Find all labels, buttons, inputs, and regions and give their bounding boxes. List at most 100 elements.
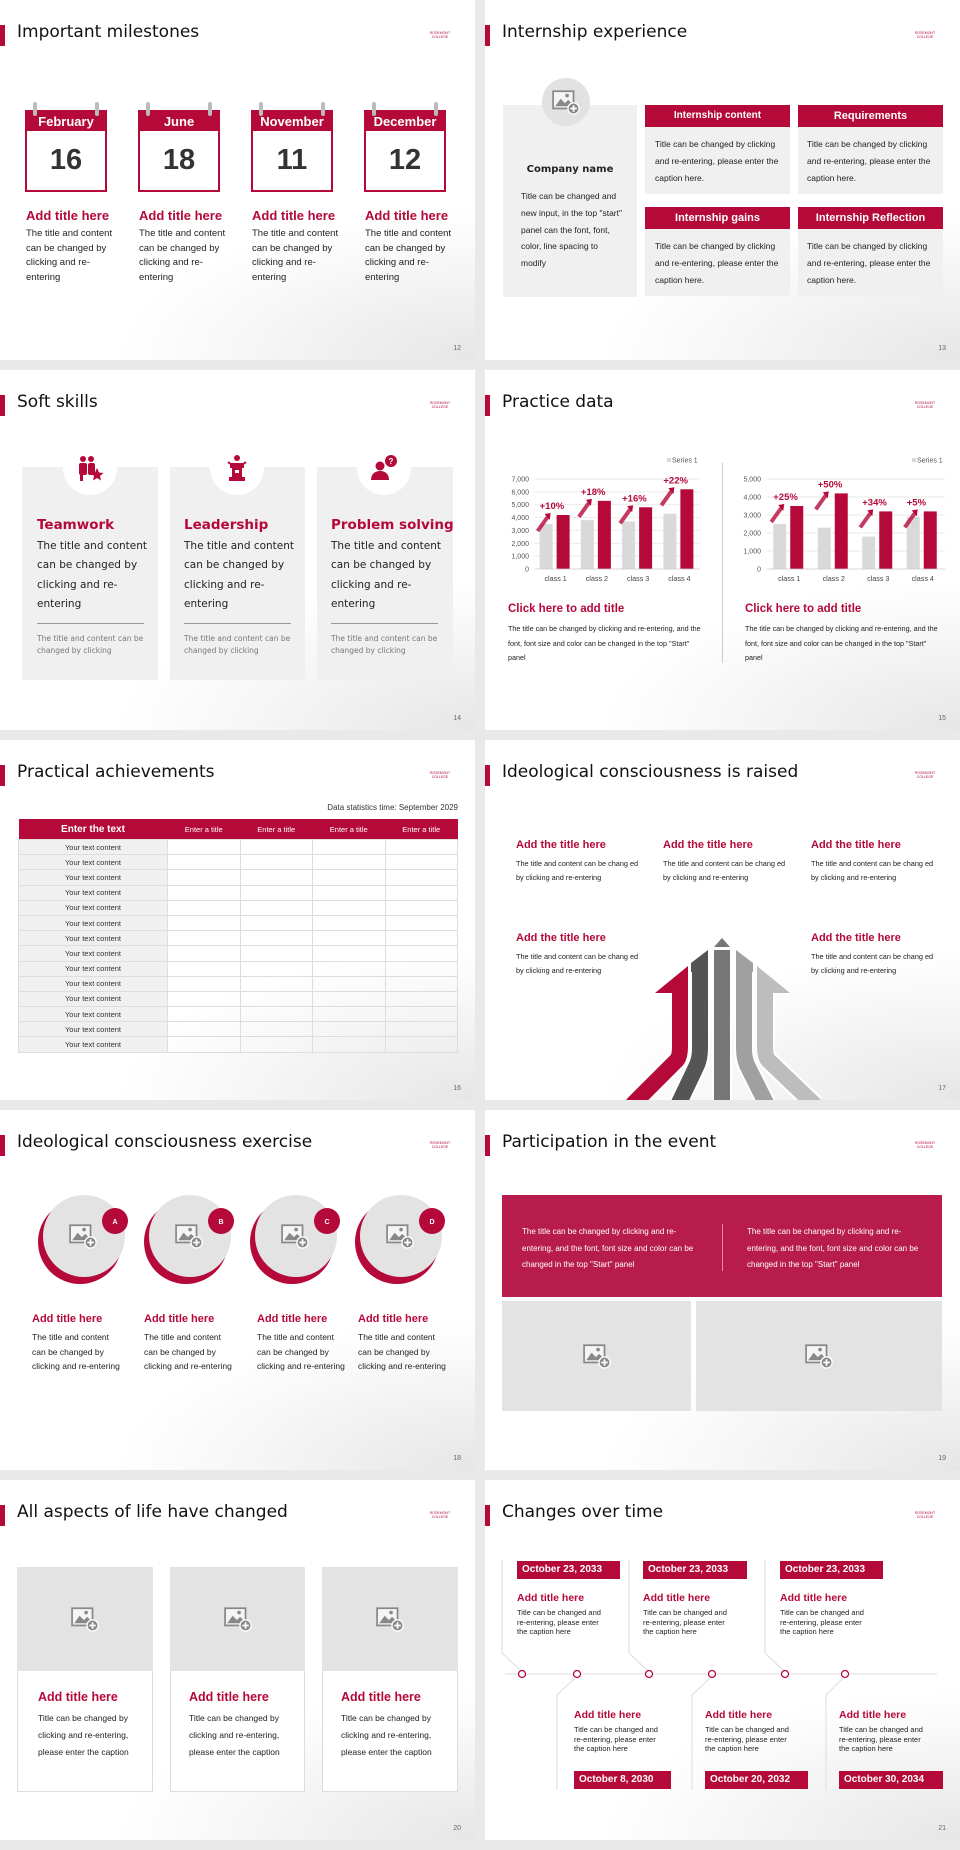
table-cell[interactable] <box>312 930 386 947</box>
slide-19[interactable]: Participation in the event ROSEMONT COLL… <box>485 1110 960 1470</box>
table-cell[interactable] <box>384 884 458 901</box>
table-cell[interactable] <box>384 1036 458 1053</box>
slide-20[interactable]: All aspects of life have changed ROSEMON… <box>0 1480 475 1840</box>
row-label[interactable]: Your text content <box>18 884 168 901</box>
row-label[interactable]: Your text content <box>18 945 168 962</box>
table-cell[interactable] <box>167 975 241 992</box>
table-cell[interactable] <box>239 869 313 886</box>
row-label[interactable]: Your text content <box>18 975 168 992</box>
row-label[interactable]: Your text content <box>18 914 168 932</box>
row-label[interactable]: Your text content <box>18 990 168 1008</box>
table-cell[interactable] <box>312 914 386 932</box>
table-cell[interactable] <box>167 1021 241 1038</box>
table-cell[interactable] <box>239 899 313 916</box>
table-cell[interactable] <box>384 869 458 886</box>
slide-18[interactable]: Ideological consciousness exercise ROSEM… <box>0 1110 475 1470</box>
table-cell[interactable] <box>384 914 458 932</box>
slide-13[interactable]: Internship experience ROSEMONT COLLEGE C… <box>485 0 960 360</box>
table-cell[interactable] <box>312 1006 386 1023</box>
x-tick-label: class 1 <box>778 574 800 583</box>
table-cell[interactable] <box>239 930 313 947</box>
slide-15[interactable]: Practice data ROSEMONT COLLEGE 0 1,000 2,0… <box>485 370 960 730</box>
college-logo: ROSEMONT COLLEGE <box>914 1141 936 1149</box>
slide-16[interactable]: Practical achievements ROSEMONT COLLEGE … <box>0 740 475 1100</box>
table-cell[interactable] <box>167 960 241 977</box>
college-logo: ROSEMONT COLLEGE <box>914 401 936 409</box>
image-placeholder[interactable] <box>170 1567 305 1671</box>
exercise-title: Add title here <box>358 1313 429 1325</box>
table-cell[interactable] <box>239 1006 313 1023</box>
table-cell[interactable] <box>384 1006 458 1023</box>
table-cell[interactable] <box>239 838 313 856</box>
row-label[interactable]: Your text content <box>18 869 168 886</box>
table-cell[interactable] <box>167 838 241 856</box>
point-body: The title and content can be chang ed by… <box>811 952 934 976</box>
table-cell[interactable] <box>167 884 241 901</box>
slide-17[interactable]: Ideological consciousness is raised ROSE… <box>485 740 960 1100</box>
table-cell[interactable] <box>312 869 386 886</box>
table-cell[interactable] <box>239 945 313 962</box>
table-cell[interactable] <box>384 930 458 947</box>
row-label[interactable]: Your text content <box>18 1036 168 1053</box>
row-label[interactable]: Your text content <box>18 838 168 856</box>
slide-14[interactable]: Soft skills ROSEMONT COLLEGE ? Teamwork … <box>0 370 475 730</box>
image-placeholder[interactable] <box>17 1567 153 1671</box>
y-tick-label: 5,000 <box>511 502 529 509</box>
row-label[interactable]: Your text content <box>18 960 168 977</box>
image-placeholder[interactable] <box>322 1567 458 1671</box>
chart-caption-title[interactable]: Click here to add title <box>508 603 625 615</box>
table-cell[interactable] <box>312 854 386 871</box>
row-label[interactable]: Your text content <box>18 1021 168 1038</box>
table-cell[interactable] <box>239 854 313 871</box>
row-label[interactable]: Your text content <box>18 1006 168 1023</box>
table-cell[interactable] <box>384 945 458 962</box>
table-cell[interactable] <box>239 975 313 992</box>
table-cell[interactable] <box>312 945 386 962</box>
chart-caption-title[interactable]: Click here to add title <box>745 603 862 615</box>
table-cell[interactable] <box>384 854 458 871</box>
stat-time: Data statistics time: September 2029 <box>327 803 458 812</box>
table-cell[interactable] <box>239 914 313 932</box>
table-cell[interactable] <box>239 884 313 901</box>
table-cell[interactable] <box>167 914 241 932</box>
row-label[interactable]: Your text content <box>18 930 168 947</box>
table-cell[interactable] <box>167 1036 241 1053</box>
table-cell[interactable] <box>312 838 386 856</box>
table-cell[interactable] <box>312 1036 386 1053</box>
banner-text: The title can be changed by clicking and… <box>747 1227 919 1270</box>
table-cell[interactable] <box>312 990 386 1008</box>
table-cell[interactable] <box>167 990 241 1008</box>
table-cell[interactable] <box>167 854 241 871</box>
table-cell[interactable] <box>312 899 386 916</box>
table-cell[interactable] <box>167 869 241 886</box>
table-cell[interactable] <box>384 960 458 977</box>
table-cell[interactable] <box>312 1021 386 1038</box>
slide-12[interactable]: Important milestones ROSEMONT COLLEGE Fe… <box>0 0 475 360</box>
slide-21[interactable]: Changes over time ROSEMONT COLLEGE Octob… <box>485 1480 960 1840</box>
table-cell[interactable] <box>312 960 386 977</box>
image-placeholder[interactable] <box>696 1301 942 1411</box>
x-tick-label: class 2 <box>586 574 608 583</box>
milestone-body: The title and content can be changed by … <box>139 228 226 283</box>
row-label[interactable]: Your text content <box>18 854 168 871</box>
table-cell[interactable] <box>384 838 458 856</box>
table-cell[interactable] <box>167 899 241 916</box>
table-cell[interactable] <box>239 990 313 1008</box>
table-cell[interactable] <box>312 884 386 901</box>
badge-label: C <box>324 1219 329 1226</box>
table-cell[interactable] <box>384 899 458 916</box>
row-label[interactable]: Your text content <box>18 899 168 916</box>
table-cell[interactable] <box>167 945 241 962</box>
image-placeholder[interactable] <box>502 1301 691 1411</box>
company-logo-placeholder[interactable] <box>542 78 590 126</box>
table-cell[interactable] <box>167 930 241 947</box>
table-cell[interactable] <box>384 975 458 992</box>
table-cell[interactable] <box>167 1006 241 1023</box>
table-cell[interactable] <box>384 1021 458 1038</box>
table-cell[interactable] <box>312 975 386 992</box>
page-number: 21 <box>938 1825 946 1832</box>
table-cell[interactable] <box>239 1021 313 1038</box>
table-cell[interactable] <box>384 990 458 1008</box>
table-cell[interactable] <box>239 960 313 977</box>
table-cell[interactable] <box>239 1036 313 1053</box>
